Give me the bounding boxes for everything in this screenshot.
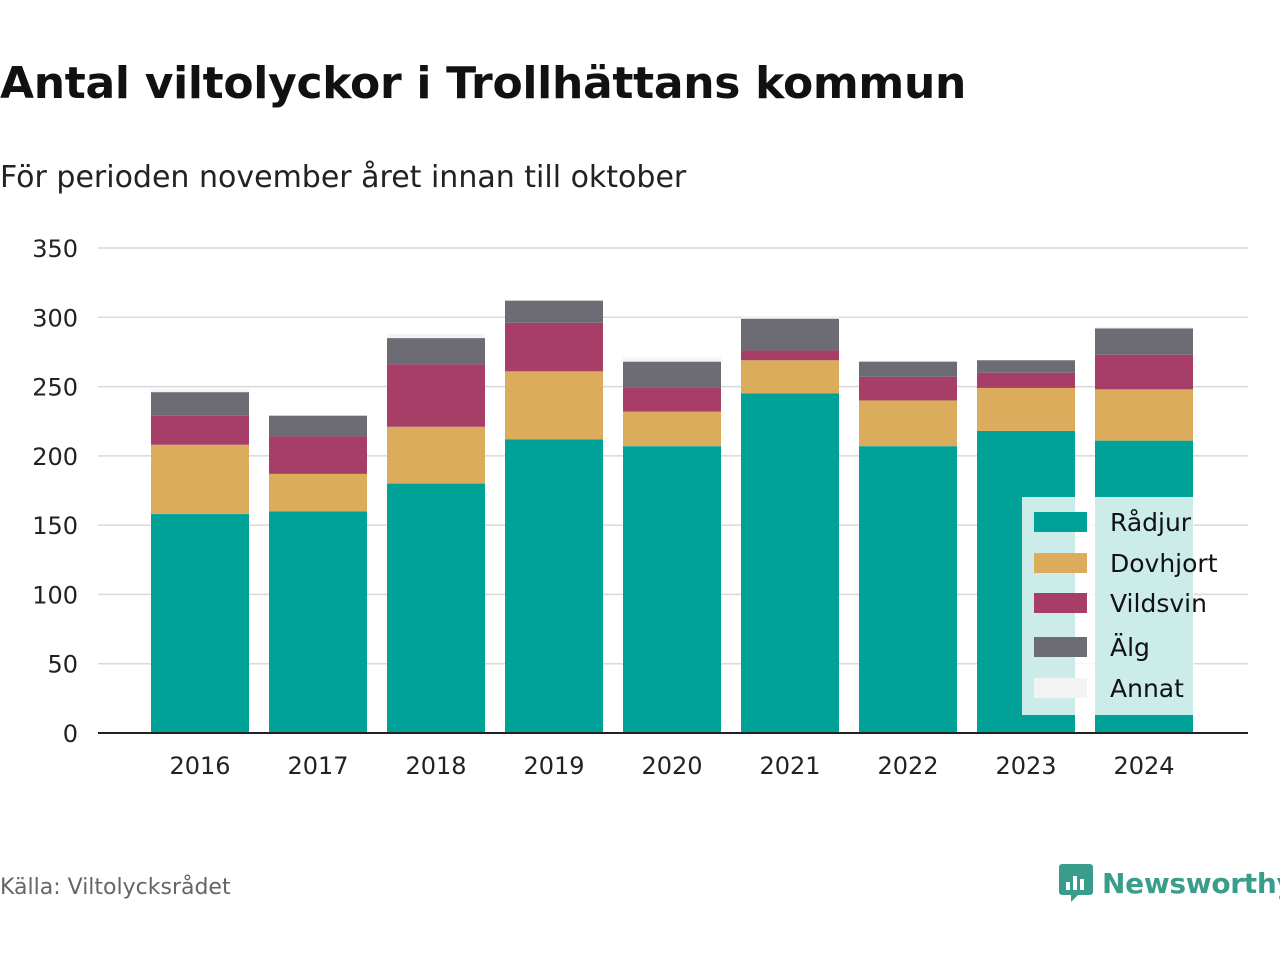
bar-segment-vildsvin-2022 [859,376,957,401]
legend-swatch-rådjur [1034,512,1087,532]
bar-segment-dovhjort-2019 [505,371,603,440]
bar-segment-dovhjort-2016 [151,444,249,515]
x-tick-label: 2020 [641,752,702,780]
chart-title: Antal viltolyckor i Trollhättans kommun [0,58,967,109]
bar-segment-dovhjort-2023 [977,387,1075,431]
bar-segment-rådjur-2022 [859,446,957,733]
bar-segment-dovhjort-2022 [859,400,957,447]
bar-segment-älg-2017 [269,415,367,437]
legend: Rådjur Dovhjort Vildsvin Älg Annat [1022,497,1218,715]
bar-segment-vildsvin-2017 [269,436,367,474]
y-tick-label: 50 [47,651,78,679]
bar-segment-älg-2022 [859,361,957,377]
bar-segment-älg-2019 [505,300,603,323]
legend-label: Vildsvin [1110,589,1207,618]
bar-segment-rådjur-2018 [387,483,485,733]
bar-segment-älg-2023 [977,360,1075,373]
brand-name: Newsworthy [1102,866,1280,900]
bar-segment-rådjur-2021 [741,393,839,733]
y-tick-label: 150 [32,512,78,540]
legend-swatch-dovhjort [1034,553,1087,573]
x-tick-label: 2017 [287,752,348,780]
bar-segment-vildsvin-2016 [151,415,249,445]
bar-segment-älg-2016 [151,392,249,416]
bar-segment-rådjur-2016 [151,514,249,733]
bar-segment-annat-2021 [741,315,839,319]
bar-segment-dovhjort-2017 [269,473,367,512]
bar-segment-dovhjort-2021 [741,360,839,394]
bar-segment-rådjur-2017 [269,511,367,733]
bar-segment-dovhjort-2020 [623,411,721,447]
bar-chart-icon [1059,864,1093,902]
chart-subtitle: För perioden november året innan till ok… [0,160,687,195]
legend-swatch-vildsvin [1034,593,1087,613]
legend-label: Rådjur [1110,508,1192,537]
x-tick-label: 2018 [405,752,466,780]
legend-label: Älg [1110,633,1150,662]
bar-segment-vildsvin-2020 [623,387,721,412]
bar-segment-rådjur-2019 [505,439,603,733]
legend-swatch-annat [1034,678,1087,698]
legend-swatch-älg [1034,637,1087,657]
bar-segment-annat-2024 [1095,326,1193,329]
bar-segment-dovhjort-2018 [387,426,485,484]
y-tick-label: 300 [32,304,78,332]
bar-segment-annat-2020 [623,357,721,362]
bar-segment-vildsvin-2019 [505,322,603,372]
x-tick-label: 2022 [877,752,938,780]
legend-label: Annat [1110,674,1184,703]
bar-segment-dovhjort-2024 [1095,389,1193,441]
bars [151,300,1193,733]
bar-segment-älg-2021 [741,318,839,351]
x-tick-label: 2023 [995,752,1056,780]
y-tick-label: 250 [32,374,78,402]
bar-segment-vildsvin-2023 [977,372,1075,388]
bar-segment-vildsvin-2024 [1095,354,1193,390]
brand-logo: Newsworthy [1058,862,1280,904]
y-tick-label: 100 [32,581,78,609]
bar-segment-älg-2024 [1095,328,1193,355]
y-tick-label: 350 [32,235,78,263]
bar-segment-älg-2020 [623,361,721,388]
bar-segment-annat-2018 [387,333,485,339]
y-tick-label: 200 [32,443,78,471]
x-tick-label: 2019 [523,752,584,780]
x-tick-label: 2021 [759,752,820,780]
y-tick-label: 0 [63,720,78,748]
axes: 0 50 100 150 200 250 300 350 2016 2017 2018 2019 202… [32,235,1248,780]
bar-segment-vildsvin-2021 [741,350,839,361]
x-tick-label: 2024 [1113,752,1174,780]
source-note: Källa: Viltolycksrådet [0,875,231,900]
bar-segment-vildsvin-2018 [387,364,485,427]
x-tick-label: 2016 [169,752,230,780]
bar-segment-rådjur-2020 [623,446,721,733]
bar-segment-annat-2016 [151,389,249,393]
legend-label: Dovhjort [1110,549,1218,578]
bar-segment-älg-2018 [387,338,485,365]
